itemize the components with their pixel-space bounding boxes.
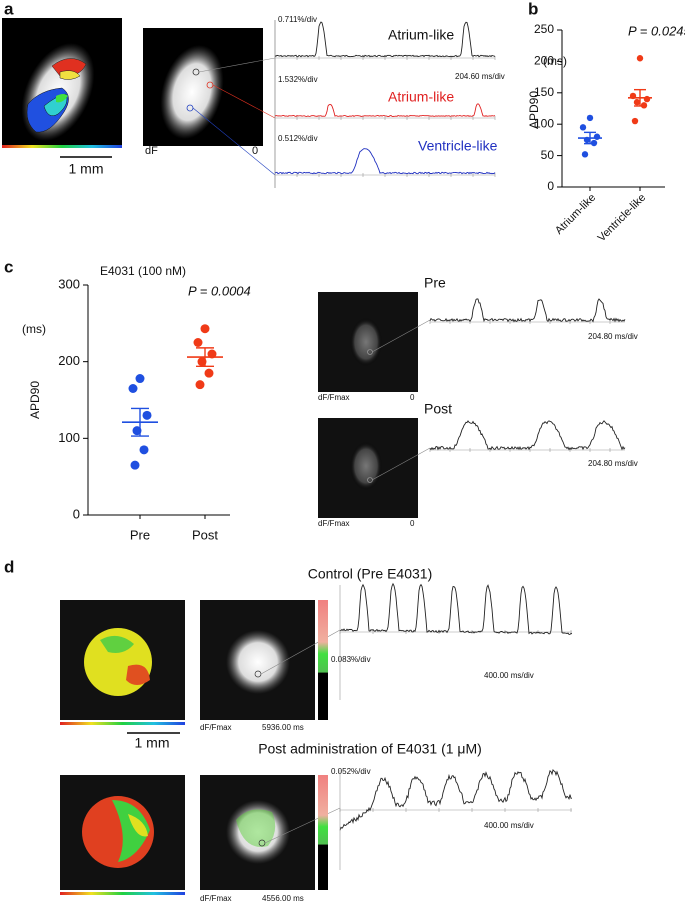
image-label: dF/Fmax xyxy=(318,393,350,402)
activation-map xyxy=(60,600,185,734)
image-label: dF/Fmax xyxy=(200,894,232,903)
data-point xyxy=(135,374,145,384)
data-point xyxy=(631,117,639,125)
time-scale: 400.00 ms/div xyxy=(484,671,534,680)
x-tick-label: Post xyxy=(192,527,218,542)
data-point xyxy=(132,426,142,436)
image-label: 0 xyxy=(410,393,415,402)
time-scale: 204.80 ms/div xyxy=(588,332,638,341)
panel-label: d xyxy=(4,557,14,576)
activation-map xyxy=(60,775,185,895)
data-point xyxy=(579,124,587,131)
trace xyxy=(274,148,496,175)
data-point xyxy=(139,445,149,455)
row-title: Control (Pre E4031) xyxy=(308,566,433,582)
y-tick-label: 200 xyxy=(58,353,80,368)
x-tick-label: Pre xyxy=(130,527,150,542)
trace xyxy=(429,420,626,451)
panel-label: b xyxy=(528,0,538,18)
trace xyxy=(339,768,573,831)
trace-label: Atrium-like xyxy=(388,27,454,43)
x-tick-label: Ventricle-like xyxy=(596,192,649,245)
image-time: 5936.00 ms xyxy=(262,723,304,732)
p-value: P = 0.0004 xyxy=(188,283,251,298)
fluorescence-image xyxy=(200,600,341,720)
trace xyxy=(274,21,496,58)
trace xyxy=(429,298,626,323)
trace xyxy=(274,103,496,118)
y-tick-label: 100 xyxy=(534,116,554,130)
data-point xyxy=(130,460,140,470)
data-point xyxy=(207,349,217,359)
time-scale: 204.80 ms/div xyxy=(588,459,638,468)
scale-bar-label: 1 mm xyxy=(135,735,170,751)
panel-label: a xyxy=(4,0,14,18)
trace-scale: 0.083%/div xyxy=(331,655,371,664)
fluorescence-image xyxy=(143,28,276,176)
trace-scale: 0.052%/div xyxy=(331,767,371,776)
y-tick-label: 100 xyxy=(58,430,80,445)
scale-bar-label: 1 mm xyxy=(69,161,104,177)
trace-scale: 0.711%/div xyxy=(278,15,317,24)
data-point xyxy=(195,380,205,390)
y-tick-label: 300 xyxy=(58,276,80,291)
fluorescence-image xyxy=(318,418,431,518)
y-tick-label: 0 xyxy=(73,506,80,521)
data-point xyxy=(643,95,651,103)
data-point xyxy=(193,338,203,347)
data-point xyxy=(128,384,138,393)
data-point xyxy=(204,368,214,378)
image-label: 0 xyxy=(410,519,415,528)
image-title: Pre xyxy=(424,275,446,291)
trace xyxy=(339,582,573,635)
y-tick-label: 0 xyxy=(547,179,554,193)
y-axis-label: APD90 xyxy=(527,91,541,129)
y-tick-label: 50 xyxy=(541,148,555,162)
data-point xyxy=(197,357,207,367)
trace-label: Ventricle-like xyxy=(418,138,498,154)
data-point xyxy=(636,55,644,62)
image-label: dF/Fmax xyxy=(200,723,232,732)
data-point xyxy=(581,151,589,158)
y-unit: (ms) xyxy=(543,54,567,68)
x-tick-label: Atrium-like xyxy=(553,192,598,237)
y-tick-label: 150 xyxy=(534,85,554,99)
time-scale: 204.60 ms/div xyxy=(455,72,505,81)
fluorescence-image xyxy=(200,775,341,890)
data-point xyxy=(200,324,210,334)
trace-scale: 1.532%/div xyxy=(278,75,318,84)
data-point xyxy=(586,114,594,122)
panel-label: c xyxy=(4,257,13,276)
time-scale: 400.00 ms/div xyxy=(484,821,534,830)
activation-map xyxy=(2,18,122,158)
trace-scale: 0.512%/div xyxy=(278,134,318,143)
y-unit: (ms) xyxy=(22,322,46,336)
p-value: P = 0.0245 xyxy=(628,23,685,38)
data-point xyxy=(593,133,601,140)
trace-label: Atrium-like xyxy=(388,89,454,105)
y-tick-label: 200 xyxy=(534,54,554,68)
data-point xyxy=(142,410,152,420)
y-axis-label: APD90 xyxy=(28,381,42,419)
chart-title: E4031 (100 nM) xyxy=(100,264,186,278)
image-time: 4556.00 ms xyxy=(262,894,304,903)
image-label: dF/Fmax xyxy=(318,519,350,528)
fluorescence-image xyxy=(318,292,431,392)
image-label: 0 xyxy=(252,145,258,157)
y-tick-label: 250 xyxy=(534,22,554,36)
image-title: Post xyxy=(424,401,452,417)
data-point xyxy=(633,99,641,106)
row-title: Post administration of E4031 (1 μM) xyxy=(258,741,482,757)
image-label: dF xyxy=(145,145,158,157)
